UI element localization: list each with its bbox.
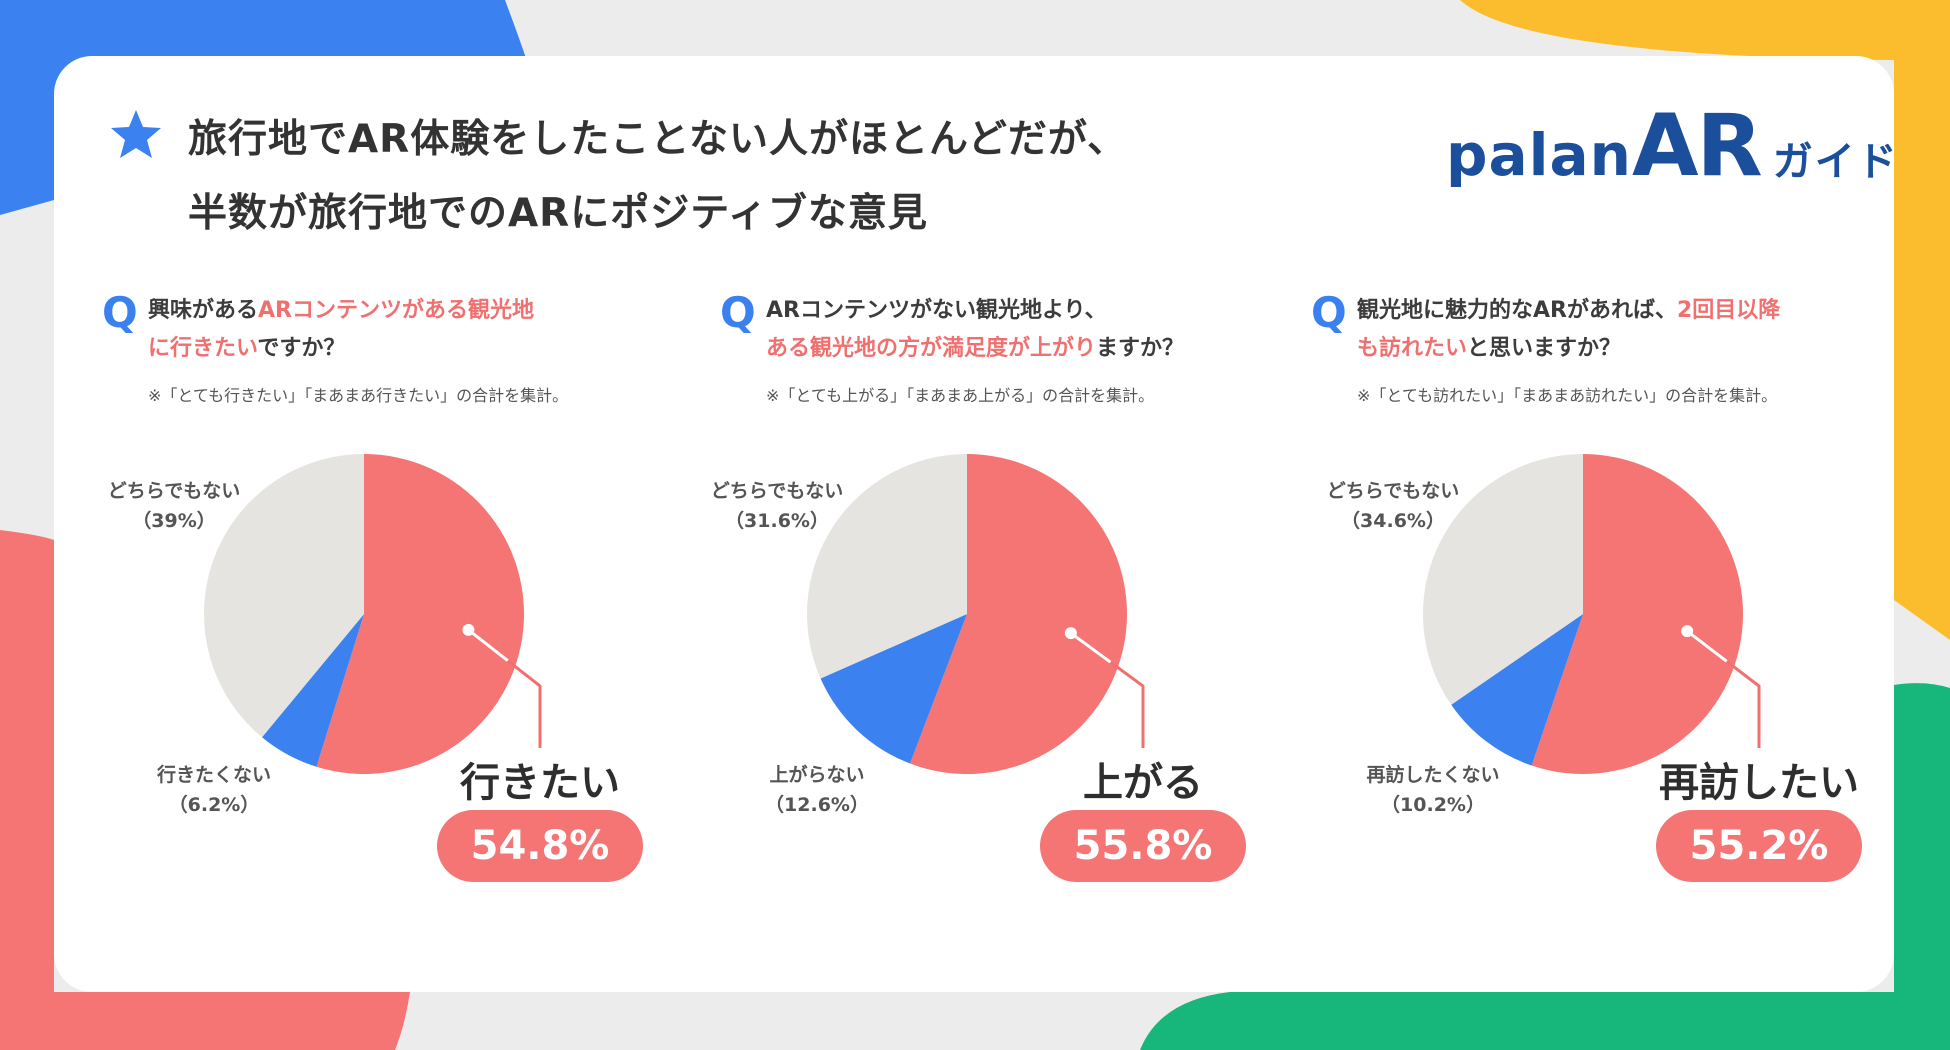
question-mark-icon: Q: [720, 288, 756, 337]
question-text-highlight: も訪れたい: [1357, 336, 1468, 361]
question-text-normal: ARコンテンツがない観光地より、: [766, 298, 1107, 323]
palanar-guide-logo: palanAR ガイド: [1446, 96, 1899, 196]
pie-slice-neutral: [1423, 454, 1583, 705]
neutral-label-name: どちらでもない: [107, 480, 241, 502]
neutral-label-name: どちらでもない: [710, 480, 844, 502]
question-mark-icon: Q: [1311, 288, 1347, 337]
negative-label-value: （6.2%）: [168, 794, 260, 816]
green-corner-blob: [1140, 683, 1950, 1050]
question-line-2: ある観光地の方が満足度が上がりますか？: [766, 330, 1184, 368]
star-icon: [111, 110, 161, 158]
question-text-highlight: に行きたい: [148, 336, 258, 361]
pie-chart: [204, 454, 542, 774]
pie-slice-negative: [1451, 614, 1583, 766]
neutral-slice-label: どちらでもない （39%）: [74, 476, 274, 536]
logo-guide: ガイド: [1772, 139, 1899, 185]
question-text: 興味があるARコンテンツがある観光地 に行きたいですか？: [148, 292, 534, 368]
question-text-normal: ますか？: [1096, 336, 1185, 361]
question-text-highlight: ARコンテンツがある観光地: [258, 298, 534, 323]
pie-slice-positive: [316, 454, 525, 774]
positive-value-pill: 55.8%: [1040, 810, 1246, 882]
pie-chart: [1423, 454, 1761, 774]
pie-chart: [807, 454, 1145, 774]
leader-line-inner: [1686, 629, 1728, 663]
question-line-2: に行きたいですか？: [148, 330, 534, 368]
negative-slice-label: 再訪したくない （10.2%）: [1333, 760, 1533, 820]
neutral-label-value: （34.6%）: [1341, 510, 1445, 532]
negative-label-value: （10.2%）: [1381, 794, 1485, 816]
neutral-label-name: どちらでもない: [1326, 480, 1460, 502]
positive-slice-label: 再訪したい: [1659, 760, 1859, 806]
question-text-highlight: ある観光地の方が満足度が上がり: [766, 336, 1097, 361]
neutral-slice-label: どちらでもない （31.6%）: [677, 476, 877, 536]
pie-slice-neutral: [807, 454, 967, 679]
question-text: ARコンテンツがない観光地より、 ある観光地の方が満足度が上がりますか？: [766, 292, 1184, 368]
pie-slice-negative: [820, 614, 967, 764]
negative-label-name: 上がらない: [769, 764, 865, 786]
positive-value-pill: 54.8%: [437, 810, 643, 882]
pie-slice-neutral: [204, 454, 364, 738]
question-line-1: ARコンテンツがない観光地より、: [766, 292, 1184, 330]
positive-slice-label: 上がる: [1083, 760, 1203, 806]
question-text-normal: 観光地に魅力的なARがあれば、: [1357, 298, 1677, 323]
question-text-highlight: 2回目以降: [1676, 298, 1781, 323]
pie-slice-positive: [909, 454, 1127, 774]
question-line-1: 観光地に魅力的なARがあれば、2回目以降: [1357, 292, 1780, 330]
positive-value-pill: 55.2%: [1656, 810, 1862, 882]
title-line-2: 半数が旅行地でのARにポジティブな意見: [188, 191, 928, 236]
neutral-label-value: （39%）: [132, 510, 216, 532]
aggregation-note: ※「とても訪れたい」「まあまあ訪れたい」の合計を集計。: [1357, 386, 1778, 405]
leader-line-inner: [467, 628, 509, 662]
question-text-normal: ですか？: [257, 336, 346, 361]
negative-label-name: 再訪したくない: [1366, 764, 1500, 786]
red-corner-blob: [0, 530, 410, 1050]
negative-slice-label: 行きたくない （6.2%）: [114, 760, 314, 820]
negative-label-value: （12.6%）: [765, 794, 869, 816]
leader-line-inner: [1069, 631, 1112, 664]
neutral-slice-label: どちらでもない （34.6%）: [1293, 476, 1493, 536]
pie-slice-positive: [1531, 454, 1743, 774]
question-text: 観光地に魅力的なARがあれば、2回目以降 も訪れたいと思いますか？: [1357, 292, 1780, 368]
question-text-normal: 興味がある: [148, 298, 259, 323]
logo-ar: AR: [1631, 96, 1763, 196]
pie-slice-negative: [262, 614, 364, 767]
title-line-1: 旅行地でAR体験をしたことない人がほとんどだが、: [188, 117, 1128, 162]
neutral-label-value: （31.6%）: [725, 510, 829, 532]
question-line-2: も訪れたいと思いますか？: [1357, 330, 1780, 368]
negative-slice-label: 上がらない （12.6%）: [717, 760, 917, 820]
question-text-normal: と思いますか？: [1467, 336, 1622, 361]
aggregation-note: ※「とても行きたい」「まあまあ行きたい」の合計を集計。: [148, 386, 569, 405]
question-line-1: 興味があるARコンテンツがある観光地: [148, 292, 534, 330]
logo-palan: palan: [1446, 121, 1632, 189]
aggregation-note: ※「とても上がる」「まあまあ上がる」の合計を集計。: [766, 386, 1155, 405]
positive-slice-label: 行きたい: [460, 760, 620, 806]
question-mark-icon: Q: [102, 288, 138, 337]
yellow-corner-blob: [1460, 0, 1950, 640]
negative-label-name: 行きたくない: [156, 764, 271, 786]
